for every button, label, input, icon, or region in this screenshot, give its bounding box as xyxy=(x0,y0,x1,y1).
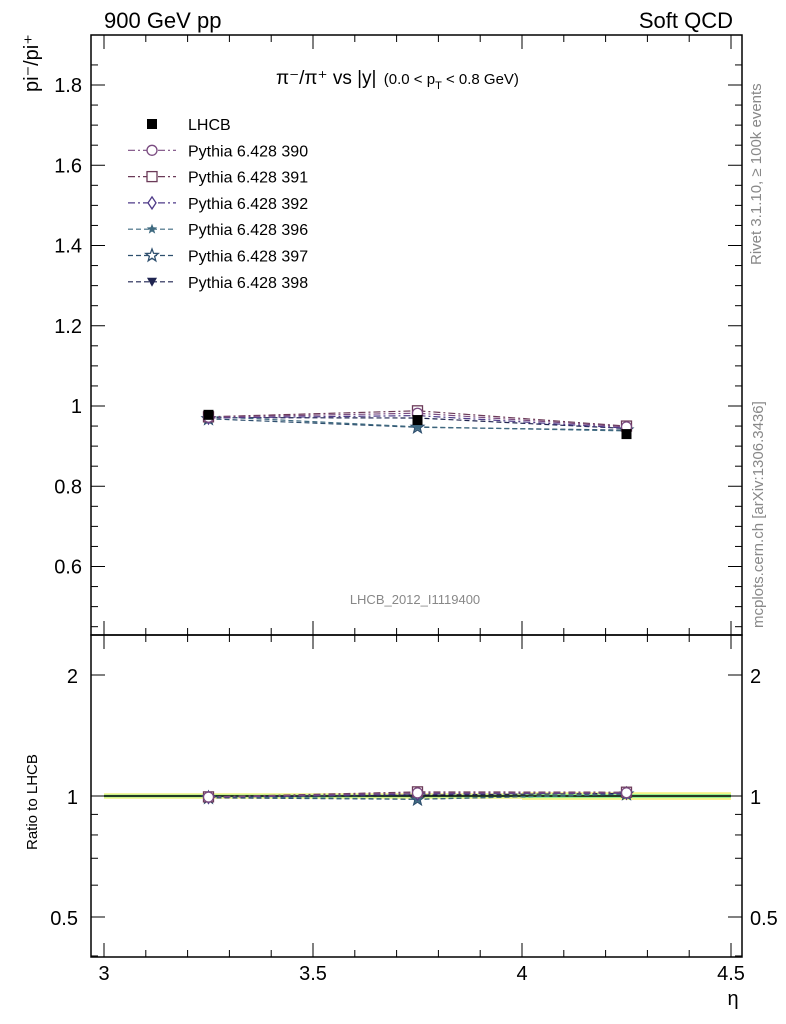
plot-title-cut: (0.0 < p xyxy=(384,71,435,88)
ratio-series-line xyxy=(208,792,627,798)
series-line xyxy=(208,410,627,427)
data-point xyxy=(412,421,423,432)
plot-title-cut-end: < 0.8 GeV) xyxy=(442,71,519,88)
legend-entry-pythia-6-428-390: Pythia 6.428 390 xyxy=(128,143,308,160)
series-lhcb xyxy=(203,409,632,440)
legend-entry-pythia-6-428-396: Pythia 6.428 396 xyxy=(128,222,308,239)
legend-marker xyxy=(146,170,158,183)
data-point xyxy=(621,429,632,440)
ratio-y-tick-label: 2 xyxy=(67,666,78,688)
mcplots-label: mcplots.cern.ch [arXiv:1306.3436] xyxy=(750,401,767,628)
legend-entry-lhcb: LHCB xyxy=(147,117,231,134)
legend-label: Pythia 6.428 398 xyxy=(188,275,308,292)
legend-label: Pythia 6.428 396 xyxy=(188,222,308,239)
legend-label: Pythia 6.428 392 xyxy=(188,196,308,213)
y-tick-label: 1.8 xyxy=(54,75,82,97)
ratio-series-line xyxy=(208,791,627,798)
plot-title: π⁻/π⁺ vs |y| (0.0 < pT < 0.8 GeV) xyxy=(276,68,519,92)
plot-title-main: π⁻/π⁺ vs |y| xyxy=(276,68,376,89)
legend-marker xyxy=(147,119,157,129)
rivet-label: Rivet 3.1.10, ≥ 100k events xyxy=(748,83,765,265)
legend-entry-pythia-6-428-397: Pythia 6.428 397 xyxy=(128,247,308,266)
ratio-y-tick-label: 0.5 xyxy=(50,908,78,930)
legend-marker xyxy=(147,195,157,211)
ratio-point xyxy=(620,787,633,799)
legend-marker xyxy=(144,247,160,263)
header-left: 900 GeV pp xyxy=(104,8,221,33)
ratio-series-line xyxy=(208,792,627,798)
x-tick-label: 4 xyxy=(516,963,527,985)
ratio-point xyxy=(411,787,424,799)
plot-title-cut-sub: T xyxy=(435,80,442,92)
axes: 3 3.5 4 4.5 0.6 0.8 1 1.2 1.4 1.6 1.8 0.5 0.5 1 1 2 2 xyxy=(50,34,778,985)
legend-entry-pythia-6-428-398: Pythia 6.428 398 xyxy=(128,275,308,292)
legend-label: Pythia 6.428 397 xyxy=(188,249,308,266)
legend-entry-pythia-6-428-392: Pythia 6.428 392 xyxy=(128,195,308,213)
ratio-y-tick-label-right: 2 xyxy=(750,666,761,688)
header-right: Soft QCD xyxy=(639,8,733,33)
x-tick-label: 3 xyxy=(98,963,109,985)
main-y-label: pi⁻/pi⁺ xyxy=(21,34,43,92)
legend: LHCB Pythia 6.428 390 Pythia 6.428 391 Pyth… xyxy=(128,117,308,292)
y-tick-label: 1.6 xyxy=(54,155,82,177)
x-axis-label: η xyxy=(727,988,738,1010)
y-tick-label: 1.4 xyxy=(54,236,82,258)
y-tick-label: 0.8 xyxy=(54,476,82,498)
legend-entry-pythia-6-428-391: Pythia 6.428 391 xyxy=(128,170,308,187)
ratio-series-pythia-6-428-390 xyxy=(202,787,633,803)
y-tick-label: 0.6 xyxy=(54,557,82,579)
y-tick-label: 1 xyxy=(71,396,82,418)
legend-label: Pythia 6.428 390 xyxy=(188,143,308,160)
x-tick-label: 4.5 xyxy=(717,963,745,985)
series-line xyxy=(208,412,627,428)
legend-label: LHCB xyxy=(188,117,231,134)
ratio-y-label: Ratio to LHCB xyxy=(24,754,41,850)
main-series-layer xyxy=(200,405,635,440)
ratio-y-tick-label: 1 xyxy=(67,787,78,809)
series-line xyxy=(208,414,627,429)
legend-marker xyxy=(146,144,158,156)
data-point xyxy=(412,415,423,426)
ratio-series-layer xyxy=(200,785,635,807)
ratio-y-tick-label-right: 1 xyxy=(750,787,761,809)
legend-label: Pythia 6.428 391 xyxy=(188,170,308,187)
y-tick-label: 1.2 xyxy=(54,316,82,338)
ratio-y-tick-label-right: 0.5 xyxy=(750,908,778,930)
analysis-watermark: LHCB_2012_I1119400 xyxy=(350,592,480,607)
ratio-point xyxy=(202,791,215,803)
legend-marker xyxy=(146,223,158,234)
x-tick-label: 3.5 xyxy=(299,963,327,985)
data-point xyxy=(203,409,214,420)
legend-marker xyxy=(147,277,157,287)
